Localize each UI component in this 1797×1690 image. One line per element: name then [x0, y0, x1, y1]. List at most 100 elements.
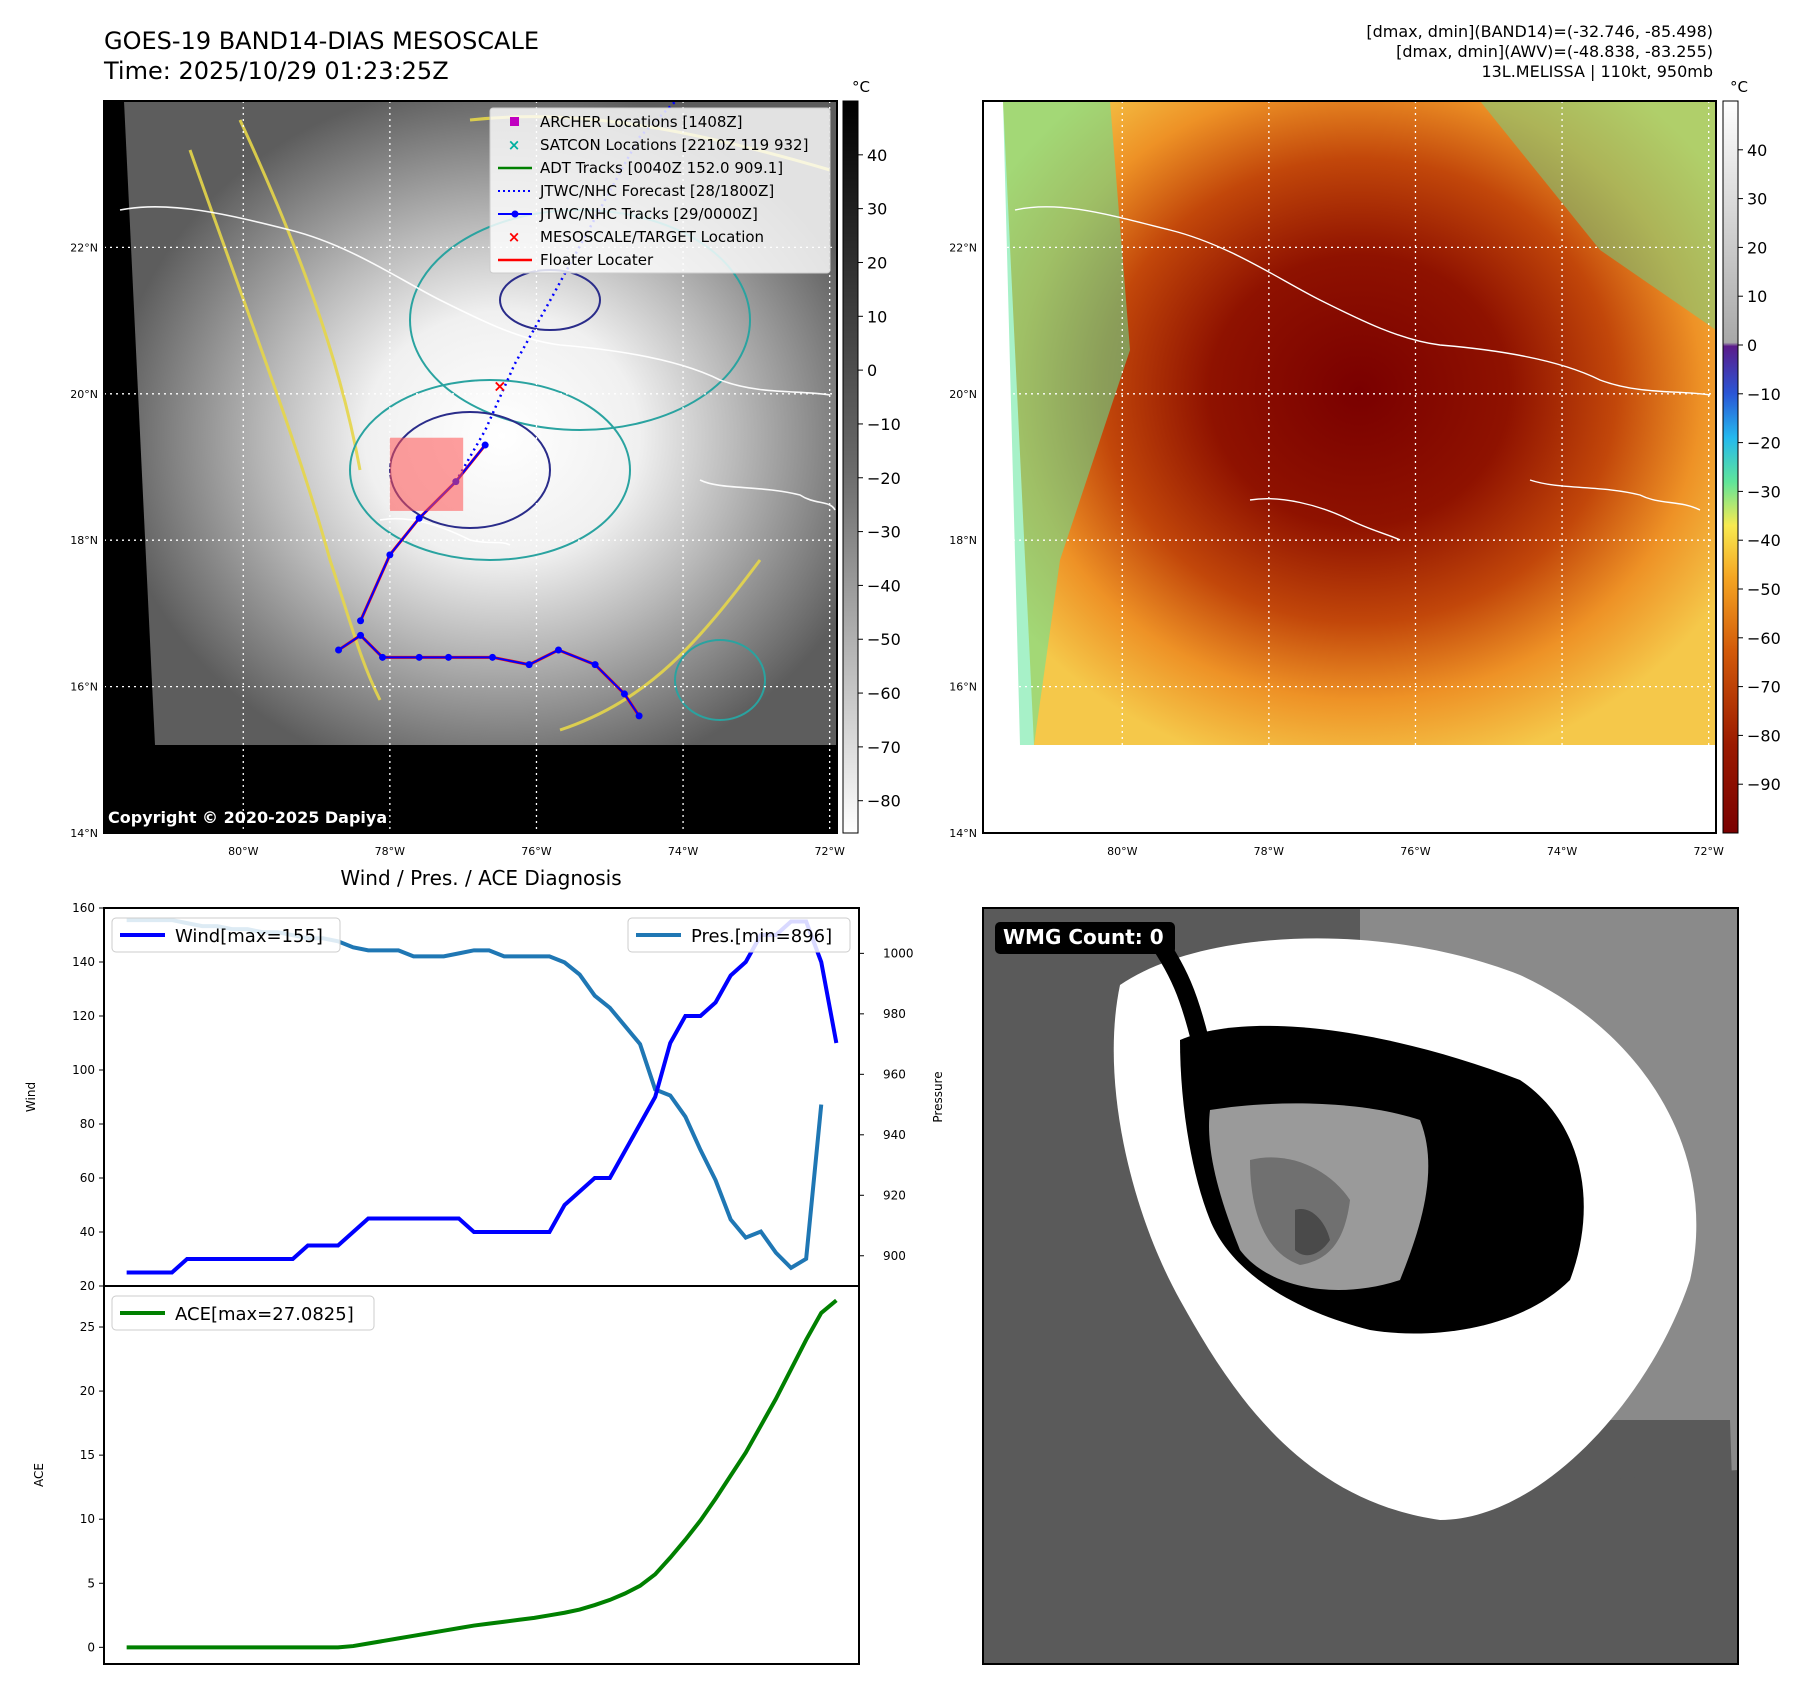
pressure-axis-tick-label: 920 — [883, 1188, 906, 1202]
ace-axis-label: ACE — [32, 1463, 46, 1487]
lon-tick-label: 72°W — [814, 845, 844, 858]
lat-tick-label: 20°N — [70, 388, 98, 401]
jtwc-track-point — [445, 653, 453, 661]
wmg-panel: WMG Count: 0 — [982, 907, 1739, 1665]
colorbar-tick-label: −10 — [1747, 385, 1781, 404]
ir-colorbar: 40 30 20 10 0 −10 −20 −30 −40 −50 −60 −70 −80 — [842, 100, 901, 834]
colorbar-tick-label: 10 — [867, 307, 887, 326]
legend-marker-square — [510, 117, 519, 126]
wind-axis-tick-label: 120 — [72, 1009, 95, 1023]
lon-tick-label: 78°W — [375, 845, 405, 858]
legend-label: ARCHER Locations [1408Z] — [540, 113, 743, 131]
colorbar-tick-label: −70 — [1747, 678, 1781, 697]
colorbar-tick-label: 30 — [867, 200, 887, 219]
colorbar-tick-label: −50 — [867, 630, 901, 649]
colorbar-tick-label: 30 — [1747, 190, 1767, 209]
wind-legend-label: Wind[max=155] — [175, 926, 323, 947]
lat-tick-label: 22°N — [949, 241, 977, 254]
ace-axis-tick-label: 5 — [87, 1576, 95, 1590]
colorbar-tick-label: 40 — [1747, 141, 1767, 160]
wind-pressure-plot: 20 40 60 80 100 120 140 160 900 920 940 960 980 1000… — [24, 901, 945, 1293]
legend-marker-dot — [511, 210, 519, 218]
ace-axis-tick-label: 0 — [87, 1640, 95, 1654]
info-awv-range: [dmax, dmin](AWV)=(-48.838, -83.255) — [1396, 42, 1713, 61]
info-band14-range: [dmax, dmin](BAND14)=(-32.746, -85.498) — [1366, 22, 1713, 41]
wind-axis-tick-label: 40 — [80, 1225, 95, 1239]
ace-series — [126, 1298, 838, 1650]
pressure-axis-tick-label: 1000 — [883, 946, 914, 960]
info-storm-summary: 13L.MELISSA | 110kt, 950mb — [1481, 62, 1713, 81]
lat-tick-label: 20°N — [949, 388, 977, 401]
lon-tick-label: 74°W — [1547, 845, 1577, 858]
ace-axis-tick-label: 20 — [80, 1384, 95, 1398]
pressure-axis-tick-label: 940 — [883, 1128, 906, 1142]
pressure-axis-tick-label: 980 — [883, 1007, 906, 1021]
jtwc-track-point — [591, 661, 599, 669]
lat-tick-label: 18°N — [70, 534, 98, 547]
copyright-text: Copyright © 2020-2025 Dapiya — [108, 808, 387, 827]
lon-tick-label: 80°W — [228, 845, 258, 858]
lat-tick-label: 14°N — [70, 827, 98, 840]
wind-axis-tick-label: 140 — [72, 955, 95, 969]
pressure-axis-label: Pressure — [931, 1071, 945, 1122]
wind-axis-tick-label: 100 — [72, 1063, 95, 1077]
jtwc-track-point — [481, 441, 489, 449]
wind-axis-label: Wind — [24, 1082, 38, 1112]
lon-tick-label: 76°W — [1400, 845, 1430, 858]
right-colorbar-unit: °C — [1730, 78, 1748, 96]
legend-marker-x: × — [508, 228, 521, 246]
pressure-legend: Pres.[min=896] — [627, 917, 851, 953]
legend-label: MESOSCALE/TARGET Location — [540, 228, 764, 246]
lat-tick-label: 16°N — [70, 681, 98, 694]
jtwc-track-point — [525, 661, 533, 669]
left-colorbar-unit: °C — [852, 78, 870, 96]
awv-colorbar: 40 30 20 10 0 −10 −20 −30 −40 −50 −60 −70 −80 −90 — [1722, 100, 1781, 834]
awv-lat-lon-grid — [983, 101, 1716, 833]
awv-coastlines — [1014, 206, 1711, 541]
jtwc-track-point — [386, 551, 394, 559]
colorbar-tick-label: −20 — [1747, 434, 1781, 453]
colorbar-tick-label: −10 — [867, 415, 901, 434]
legend-label: JTWC/NHC Forecast [28/1800Z] — [539, 182, 774, 200]
wind-series — [126, 919, 839, 1275]
figure-title: GOES-19 BAND14-DIAS MESOSCALE — [104, 27, 540, 55]
wmg-count-label: WMG Count: 0 — [1003, 925, 1164, 949]
lat-tick-label: 14°N — [949, 827, 977, 840]
target-location-marker: × — [493, 376, 506, 395]
colorbar-tick-label: −20 — [867, 469, 901, 488]
legend-label: ADT Tracks [0040Z 152.0 909.1] — [540, 159, 783, 177]
colorbar-tick-label: −70 — [867, 738, 901, 757]
wind-axis-tick-label: 80 — [80, 1117, 95, 1131]
figure-time: Time: 2025/10/29 01:23:25Z — [104, 57, 449, 85]
jtwc-track-point — [488, 653, 496, 661]
wind-axis-tick-label: 20 — [80, 1279, 95, 1293]
colorbar-tick-label: −40 — [867, 576, 901, 595]
map-legend: ARCHER Locations [1408Z] × SATCON Location… — [489, 107, 831, 274]
pressure-legend-label: Pres.[min=896] — [691, 926, 832, 947]
coastlines — [119, 205, 836, 546]
diagnosis-title: Wind / Pres. / ACE Diagnosis — [340, 866, 621, 890]
jtwc-track-point — [554, 646, 562, 654]
colorbar-tick-label: −60 — [1747, 629, 1781, 648]
jtwc-track-point — [335, 646, 343, 654]
legend-label: JTWC/NHC Tracks [29/0000Z] — [539, 205, 758, 223]
colorbar-tick-label: −50 — [1747, 580, 1781, 599]
legend-label: SATCON Locations [2210Z 119 932] — [540, 136, 808, 154]
wind-axis-tick-label: 60 — [80, 1171, 95, 1185]
colorbar-tick-label: −60 — [867, 684, 901, 703]
wind-axis-tick-label: 160 — [72, 901, 95, 915]
legend-marker-x: × — [508, 136, 521, 154]
colorbar-tick-label: −90 — [1747, 775, 1781, 794]
jtwc-track-point — [635, 712, 643, 720]
colorbar-tick-label: 20 — [867, 253, 887, 272]
jtwc-track-point — [379, 653, 387, 661]
pressure-axis-tick-label: 960 — [883, 1067, 906, 1081]
lat-tick-label: 22°N — [70, 241, 98, 254]
ace-legend: ACE[max=27.0825] — [111, 1295, 375, 1331]
ace-axis-tick-label: 25 — [80, 1320, 95, 1334]
ace-plot: 0 5 10 15 20 25 ACE ACE[max=27.0825] — [32, 1285, 860, 1665]
jtwc-track-point — [415, 653, 423, 661]
lon-tick-label: 76°W — [521, 845, 551, 858]
jtwc-track-point — [620, 690, 628, 698]
